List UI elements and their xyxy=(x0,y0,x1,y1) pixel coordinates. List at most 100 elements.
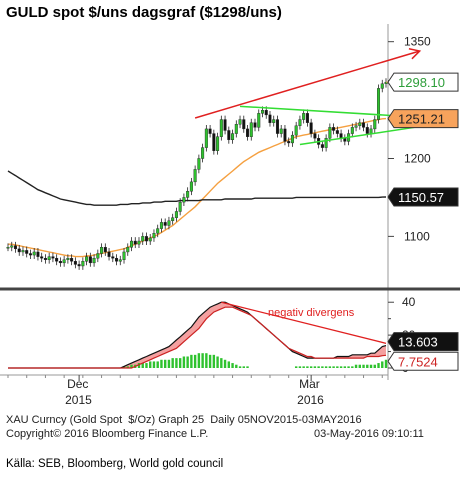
x-axis: Dec 2015 Mar 2016 xyxy=(0,374,388,407)
candle-body xyxy=(365,127,369,134)
candle-body xyxy=(81,261,85,267)
histogram-bar xyxy=(223,359,227,368)
candle-body xyxy=(126,247,130,253)
candle-body xyxy=(354,125,358,128)
histogram-bar xyxy=(309,366,313,368)
candle-body xyxy=(163,222,167,226)
histogram-bar xyxy=(126,366,129,368)
price-y-tick-label: 1350 xyxy=(404,35,431,49)
price-tag-ma-short: 1251.21 xyxy=(398,112,445,127)
candle-body xyxy=(40,256,44,259)
histogram-bar xyxy=(130,364,133,368)
candle-body xyxy=(130,240,134,248)
candle-body xyxy=(122,251,126,260)
histogram-bar xyxy=(175,358,178,368)
histogram-bar xyxy=(366,364,369,368)
footer-timestamp: 03-May-2016 09:10:11 xyxy=(314,428,424,440)
candle-body xyxy=(47,256,51,260)
candle-body xyxy=(305,113,309,123)
candle-body xyxy=(279,128,283,134)
histogram-bar xyxy=(373,364,376,368)
histogram-bar xyxy=(122,366,126,368)
candle-body xyxy=(62,259,66,264)
histogram-bar xyxy=(149,361,152,368)
candle-body xyxy=(148,237,152,242)
histogram-bar xyxy=(167,359,171,368)
candle-body xyxy=(309,122,313,134)
price-tag-ma-long: 1150.57 xyxy=(398,190,444,205)
histogram-bar xyxy=(313,366,317,368)
histogram-bar xyxy=(347,366,350,368)
candle-body xyxy=(290,134,294,144)
histogram-bar xyxy=(205,353,208,368)
candle-body xyxy=(92,257,96,264)
indicator-tag-black-box xyxy=(387,332,459,352)
histogram-bar xyxy=(306,366,309,368)
price-tag-ma-short-box xyxy=(387,109,459,129)
candle-body xyxy=(118,259,122,262)
candle-body xyxy=(171,217,175,222)
histogram-bar xyxy=(227,361,231,368)
candle-body xyxy=(186,191,190,198)
price-tag-last: 1298.10 xyxy=(398,75,445,90)
candle-body xyxy=(362,122,366,128)
indicator-tag-red-box xyxy=(387,351,459,371)
histogram-bar xyxy=(156,361,159,368)
candle-body xyxy=(159,222,163,229)
price-tag-last-box xyxy=(387,72,459,92)
candle-body xyxy=(216,136,220,151)
candle-body xyxy=(257,113,261,128)
candle-body xyxy=(182,197,186,203)
candle-body xyxy=(156,228,160,234)
candle-body xyxy=(144,236,148,242)
histogram-bar xyxy=(324,366,328,368)
trendline-arrow-icon xyxy=(408,47,422,60)
candle-body xyxy=(380,83,384,89)
candle-body xyxy=(6,247,10,249)
histogram-bar xyxy=(186,356,189,368)
candle-body xyxy=(43,257,47,260)
histogram-bar xyxy=(381,361,384,368)
candle-body xyxy=(115,257,119,262)
candle-body xyxy=(369,128,373,134)
candle-body xyxy=(275,119,279,134)
indicator-y-tick-label: 40 xyxy=(402,295,416,309)
histogram-bar xyxy=(302,366,305,368)
histogram-bar xyxy=(152,361,156,368)
candle-body xyxy=(264,110,268,116)
indicator-tag-red: 7.7524 xyxy=(398,354,438,369)
x-axis-year-label: 2015 xyxy=(65,393,92,407)
price-y-tick-label: 1100 xyxy=(404,229,430,243)
candle-body xyxy=(133,240,137,245)
candle-body xyxy=(174,211,178,218)
histogram-bar xyxy=(246,366,249,368)
candle-body xyxy=(377,88,381,120)
candle-body xyxy=(302,113,306,120)
histogram-bar xyxy=(298,366,302,368)
candle-body xyxy=(283,128,287,142)
candle-body xyxy=(324,138,328,148)
candle-body xyxy=(298,119,302,126)
footer-copyright: Copyright© 2016 Bloomberg Finance L.P. xyxy=(6,428,209,440)
histogram-bar xyxy=(201,353,204,368)
price-y-tick-label: 1200 xyxy=(404,152,431,166)
divergence-annotation: negativ divergens xyxy=(268,307,355,319)
candle-body xyxy=(111,256,115,259)
candle-body xyxy=(58,261,62,264)
histogram-bar xyxy=(294,366,298,368)
candle-body xyxy=(358,122,362,126)
histogram-bar xyxy=(137,363,141,368)
histogram-bar xyxy=(145,363,148,368)
candle-body xyxy=(246,128,250,137)
candle-body xyxy=(212,133,216,151)
candle-body xyxy=(36,251,40,257)
candle-body xyxy=(96,253,100,259)
indicator-tag-black: 13.603 xyxy=(398,335,438,350)
candle-body xyxy=(103,247,107,253)
triangle-trendline xyxy=(299,125,420,146)
candle-body xyxy=(77,264,81,267)
histogram-bar xyxy=(238,366,242,368)
candle-body xyxy=(272,119,276,123)
candle-body xyxy=(204,128,208,148)
